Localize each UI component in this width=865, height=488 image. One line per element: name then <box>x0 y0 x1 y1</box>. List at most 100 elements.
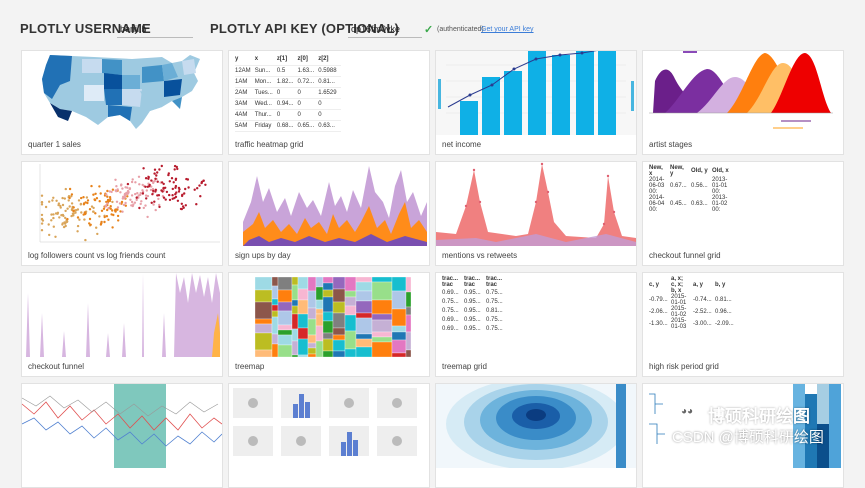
scatter-point <box>99 192 102 195</box>
treemap-tile <box>291 299 299 307</box>
chart-card-mentions-retweets[interactable]: mentions vs retweets <box>435 161 637 266</box>
scatter-point <box>51 199 54 202</box>
treemap-grid-table: trac... trac trac... trac trac... trac 0.6… <box>442 276 503 332</box>
scatter-point <box>95 197 99 200</box>
scatter-point <box>177 186 181 190</box>
chart-card-artist-stages[interactable]: artist stages <box>642 50 844 155</box>
scatter-point <box>84 201 87 204</box>
chart-card-treemap[interactable]: treemap <box>228 272 430 377</box>
treemap-tile <box>391 352 407 357</box>
scatter-point <box>144 194 148 197</box>
apikey-input[interactable] <box>348 18 422 38</box>
area-spikes-thumbnail <box>436 162 636 246</box>
scatter-point <box>98 185 101 188</box>
scatter-point <box>72 209 75 213</box>
treemap-tile <box>405 349 412 357</box>
treemap-tile <box>391 339 407 354</box>
scatter-point <box>106 195 109 198</box>
chart-card-contour[interactable] <box>435 383 637 488</box>
scatter-point <box>84 238 87 242</box>
treemap-tile <box>391 290 407 310</box>
card-label: checkout funnel <box>28 362 85 371</box>
treemap-tile <box>315 276 324 288</box>
scatter-point <box>103 215 106 219</box>
chart-card-checkout-funnel[interactable]: checkout funnel <box>21 272 223 377</box>
chart-card-followers-scatter[interactable]: log followers count vs log friends count <box>21 161 223 266</box>
scatter-point <box>152 203 155 206</box>
scatter-point <box>107 207 110 210</box>
treemap-tile <box>315 299 324 310</box>
scatter-point <box>160 164 163 168</box>
treemap-tile <box>291 284 299 301</box>
scatter-point <box>158 205 161 209</box>
scatter-point <box>176 167 179 171</box>
grid-card-treemap[interactable]: trac... trac trac... trac trac... trac 0.6… <box>435 272 637 377</box>
scatter-point <box>151 187 155 191</box>
scatter-point <box>167 173 170 177</box>
card-label: sign ups by day <box>235 251 291 260</box>
scatter-point <box>119 210 122 213</box>
ridge-area-thumbnail <box>643 51 843 135</box>
grid-card-checkout-funnel[interactable]: New, x New, y Old, y Old, x 2014-06-03 00: 0… <box>642 161 844 266</box>
get-api-key-link[interactable]: Get your API key <box>481 26 534 33</box>
scatter-point <box>99 223 103 226</box>
treemap-tile <box>271 304 279 312</box>
username-input[interactable] <box>117 18 193 38</box>
chart-card-sign-ups[interactable]: sign ups by day <box>228 161 430 266</box>
scatter-point <box>137 175 141 178</box>
treemap-tile <box>355 317 373 335</box>
card-label: traffic heatmap grid <box>235 140 304 149</box>
scatter-point <box>135 198 138 202</box>
scatter-point <box>156 180 159 183</box>
treemap-tile <box>271 276 279 287</box>
scatter-point <box>121 187 124 190</box>
treemap-tile <box>332 312 346 329</box>
scatter-point <box>66 207 69 210</box>
chart-card-scatter-matrix[interactable] <box>228 383 430 488</box>
scatter-point <box>155 174 158 177</box>
treemap-tile <box>322 311 334 322</box>
treemap-tile <box>405 291 412 308</box>
treemap-tile <box>277 344 293 357</box>
wechat-icon: ◕◕ <box>676 404 698 420</box>
scatter-point <box>40 229 44 232</box>
treemap-tile <box>271 298 279 306</box>
treemap-tile <box>291 276 299 286</box>
treemap-tile <box>254 318 273 325</box>
treemap-tile <box>371 281 393 301</box>
treemap-tile <box>297 276 309 290</box>
scatter-point <box>64 216 67 220</box>
scatter-point <box>181 205 185 208</box>
card-label: checkout funnel grid <box>649 251 721 260</box>
scatter-point <box>106 189 109 193</box>
treemap-tile <box>307 334 317 344</box>
scatter-point <box>89 223 92 226</box>
scatter-point <box>98 200 101 203</box>
chart-card-net-income[interactable]: net income <box>435 50 637 155</box>
scatter-point <box>85 196 89 199</box>
scatter-point <box>150 185 153 188</box>
treemap-tile <box>254 332 273 351</box>
chart-card-line-series[interactable] <box>21 383 223 488</box>
scatter-point <box>152 181 155 185</box>
grid-card-traffic-heatmap[interactable]: y x z[1] z[0] z[2] 12AM Sun... 0.5 1.63... 0.598… <box>228 50 430 155</box>
card-label: treemap grid <box>442 362 487 371</box>
scatter-point <box>64 209 67 213</box>
scatter-point <box>72 206 75 209</box>
treemap-tile <box>371 313 393 321</box>
treemap-tile <box>355 333 373 340</box>
treemap-tile <box>355 346 373 357</box>
treemap-tile <box>405 276 412 293</box>
scatter-point <box>142 167 145 170</box>
scatter-point <box>172 181 175 184</box>
scatter-point <box>184 187 187 191</box>
scatter-point <box>92 210 95 213</box>
treemap-tile <box>307 347 317 355</box>
scatter-point <box>158 168 161 171</box>
chart-card-quarter-sales[interactable]: quarter 1 sales <box>21 50 223 155</box>
scatter-point <box>132 203 135 206</box>
treemap-tile <box>254 349 273 357</box>
grid-card-high-risk[interactable]: c, y a, x; c, x; b, x a, y b, y -0.79... 201… <box>642 272 844 377</box>
risk-grid-thumbnail: c, y a, x; c, x; b, x a, y b, y -0.79... 201… <box>643 273 843 357</box>
watermark-csdn: CSDN @博硕科研绘图 <box>672 429 824 446</box>
